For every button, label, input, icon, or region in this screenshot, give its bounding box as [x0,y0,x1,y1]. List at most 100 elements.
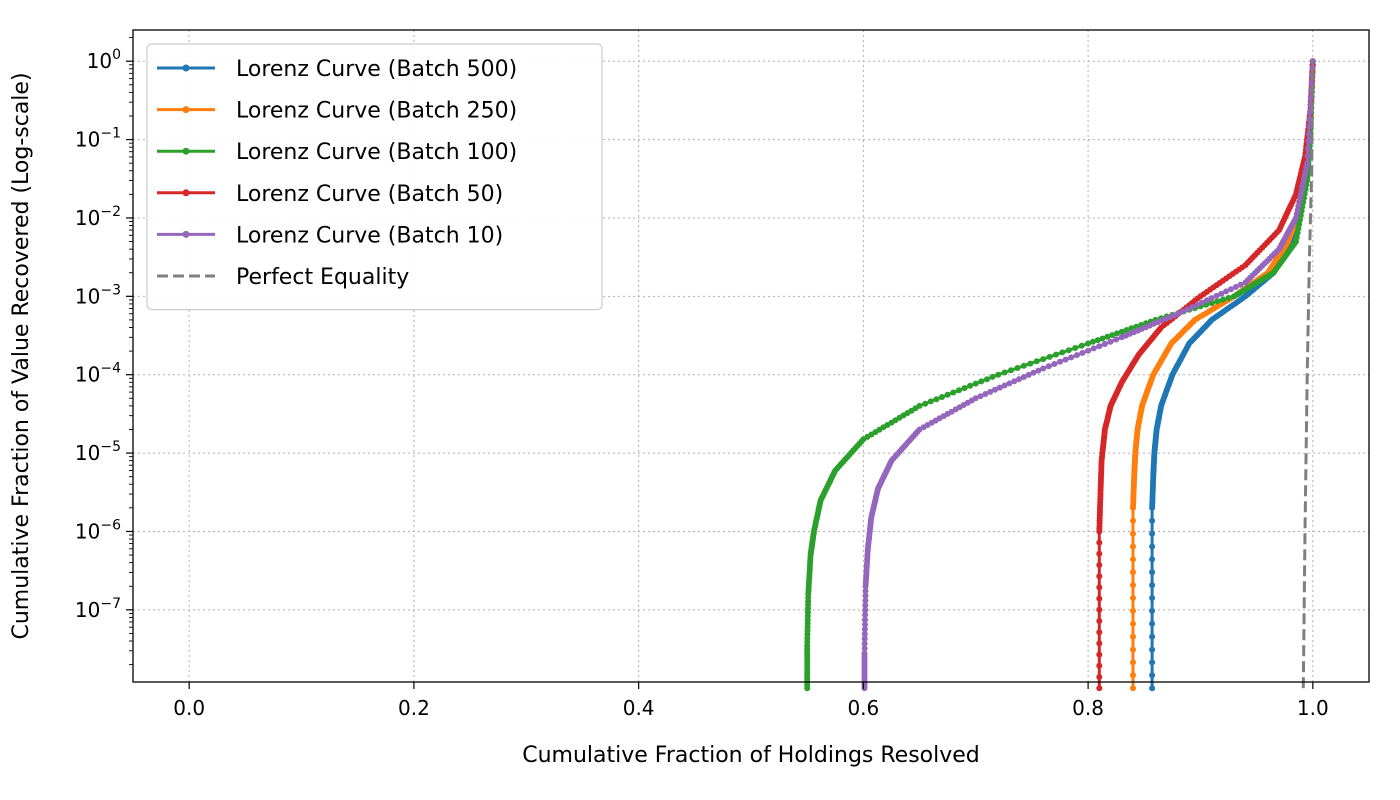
series-marker [972,395,979,402]
series-marker [862,611,869,618]
series-marker [1096,595,1103,602]
legend-marker [182,64,190,72]
series-marker [927,398,934,405]
series-marker [1104,333,1111,340]
x-tick-label: 0.8 [1072,696,1104,720]
x-tick-label: 1.0 [1297,696,1329,720]
series-marker [1118,328,1125,335]
series-marker [861,635,868,642]
series-marker [861,650,868,657]
series-marker [1033,358,1040,365]
series-marker [1130,672,1136,679]
series-marker [1149,569,1156,576]
plot-frame [132,29,1370,683]
series-marker [861,645,868,652]
y-tick-label: 10−1 [75,126,121,152]
series-marker [1035,367,1042,374]
series-marker [1001,382,1008,389]
series-marker [862,597,869,604]
series-marker [1237,281,1244,288]
series-marker [1062,356,1069,363]
series-marker [977,393,984,400]
series-marker [1149,530,1156,537]
legend-marker [182,106,190,114]
series-6 [1301,61,1315,689]
series-marker [1149,672,1156,679]
y-tick-label: 10−7 [75,596,121,622]
y-tick-label: 10−3 [75,282,121,308]
series-marker [1149,582,1156,589]
curves [804,58,1316,692]
series-marker [1027,360,1034,367]
series-marker [1149,595,1156,601]
series-marker [1232,284,1239,290]
series-marker [1094,337,1101,344]
series-marker [1014,365,1021,371]
series-marker [1096,640,1103,647]
series-marker [1096,685,1103,692]
series-marker [1213,292,1220,299]
series-marker [1096,539,1103,546]
y-axis-ticks: 10−7 10−6 10−5 10−4 10−3 10−2 10−1 100 [75,37,133,666]
series-marker [861,631,868,637]
series-marker [916,402,923,409]
series-marker [1304,160,1311,167]
series-marker [972,380,979,387]
series-marker [1223,288,1230,295]
series-marker [955,387,962,394]
series-marker [1308,80,1315,86]
series-marker [1096,550,1103,557]
series-marker [1175,310,1181,317]
series-marker [1101,341,1108,347]
series-marker [1218,290,1225,297]
legend-marker [182,189,190,197]
x-tick-label: 0.6 [847,696,879,720]
series-marker [1085,340,1092,347]
series-marker [1305,131,1312,137]
series-marker [1006,380,1013,387]
legend-label: Lorenz Curve (Batch 100) [236,140,517,165]
series-marker [1130,620,1136,627]
series-marker [1179,308,1186,315]
series-marker [1089,338,1096,345]
series-marker [1059,349,1066,356]
series-marker [1099,335,1106,342]
series-marker [1130,607,1136,614]
series-line [1301,61,1315,689]
series-marker [1130,646,1136,653]
y-axis-label: Cumulative Fraction of Value Recovered (… [9,72,34,639]
series-marker [1208,300,1215,307]
series-marker [1130,633,1136,640]
series-marker [1053,351,1059,358]
series-marker [1130,582,1136,589]
series-marker [1149,659,1156,666]
series-marker [1305,138,1312,145]
series-marker [922,400,929,407]
series-marker [967,382,974,389]
series-marker [1096,674,1103,680]
series-marker [861,626,868,633]
series-marker [1109,332,1116,339]
legend-label: Lorenz Curve (Batch 500) [236,57,517,82]
series-marker [1001,369,1008,376]
series-marker [1199,299,1206,306]
x-tick-label: 0.2 [398,696,430,720]
series-marker [996,384,1003,391]
series-marker [1079,349,1086,356]
series-marker [995,371,1002,378]
series-marker [1073,352,1080,359]
series-marker [1219,296,1226,303]
y-tick-label: 10−6 [75,517,121,543]
series-marker [1189,304,1196,310]
series-marker [1149,607,1156,614]
legend-label: Perfect Equality [236,265,409,290]
series-marker [1194,301,1201,308]
series-marker [984,376,990,383]
series-marker [1020,362,1027,369]
series-marker [1228,286,1234,293]
series-marker [1130,659,1136,666]
series-marker [1149,620,1156,627]
series-marker [1096,562,1103,568]
series-marker [1149,633,1156,640]
x-tick-label: 0.4 [623,696,655,720]
